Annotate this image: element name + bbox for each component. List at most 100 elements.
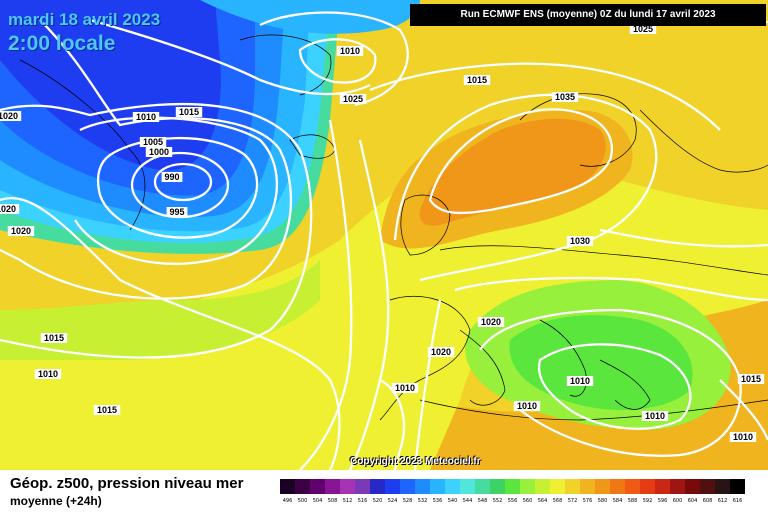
legend-swatch [700, 479, 715, 494]
isobar-label-bg [40, 333, 68, 343]
legend-label: 584 [612, 498, 623, 504]
legend-label: 532 [417, 498, 428, 504]
isobar-1015-arc [259, 11, 409, 107]
isobar-label-bg [339, 94, 367, 104]
legend-label: 600 [672, 498, 683, 504]
legend-swatch [295, 479, 310, 494]
isobar-label-bg [0, 204, 20, 214]
isobar-label: 1015 [741, 374, 761, 384]
legend-swatch [340, 479, 355, 494]
legend-swatch [715, 479, 730, 494]
isobar-1020-mid [299, 119, 353, 470]
legend-swatch [535, 479, 550, 494]
footer: Géop. z500, pression niveau mer moyenne … [0, 470, 768, 512]
isobar-label: 1025 [343, 94, 363, 104]
field-lime-south [0, 260, 320, 360]
isobar-1030 [393, 93, 658, 282]
legend-label: 512 [342, 498, 353, 504]
isobar-label: 1025 [633, 24, 653, 34]
isobar-label: 1020 [481, 317, 501, 327]
isobar-label-bg [629, 24, 657, 34]
isobar-label: 1010 [136, 112, 156, 122]
forecast-date: mardi 18 avril 2023 [8, 10, 161, 29]
isobar-label: 1010 [38, 369, 58, 379]
isobar-1010-n [298, 38, 377, 84]
isobar-label-bg [139, 137, 167, 147]
isobar-label: 1020 [0, 111, 18, 121]
legend-swatch [565, 479, 580, 494]
isobar-label-bg [729, 432, 757, 442]
legend-label: 556 [507, 498, 518, 504]
isobar-label-bg [551, 92, 579, 102]
isobar-label-bg [566, 236, 594, 246]
field-green-core [509, 315, 693, 410]
legend-label: 592 [642, 498, 653, 504]
legend-swatch [355, 479, 370, 494]
isobar-1020-e [454, 276, 768, 302]
legend-swatch [505, 479, 520, 494]
legend-swatch [730, 479, 745, 494]
legend-label: 608 [702, 498, 713, 504]
field-dark-orange-high [419, 118, 606, 226]
legend-label: 564 [537, 498, 548, 504]
legend-swatch [625, 479, 640, 494]
copyright-text: Copyright 2023 Meteociel.fr [350, 456, 481, 467]
footer-subtitle: moyenne (+24h) [10, 494, 102, 508]
isobar-label: 1010 [340, 46, 360, 56]
isobar-1000 [96, 136, 259, 239]
legend-swatch [685, 479, 700, 494]
legend-label: 544 [462, 498, 473, 504]
legend-swatch [430, 479, 445, 494]
legend-label: 520 [372, 498, 383, 504]
isobar-label-bg [161, 172, 183, 182]
isobar-1020-w [0, 197, 341, 470]
isobar-label-bg [641, 411, 669, 421]
legend-label: 540 [447, 498, 458, 504]
legend-swatch [370, 479, 385, 494]
isobar-1010-sw [379, 378, 406, 470]
isobar-label-bg [175, 107, 203, 117]
legend-swatch [640, 479, 655, 494]
isobar-label: 1030 [570, 236, 590, 246]
legend-label: 552 [492, 498, 503, 504]
isobar-label: 1015 [44, 333, 64, 343]
isobar-label-bg [93, 405, 121, 415]
isobar-label: 1015 [467, 75, 487, 85]
isobar-label-bg [427, 347, 455, 357]
legend-swatch [460, 479, 475, 494]
isobar-1020-s [413, 299, 442, 470]
legend-label: 528 [402, 498, 413, 504]
legend-swatch [520, 479, 535, 494]
isobar-label-bg [737, 374, 765, 384]
legend-swatch [595, 479, 610, 494]
legend-swatch [400, 479, 415, 494]
isobar-label-bg [34, 369, 62, 379]
isobar-label-bg [566, 376, 594, 386]
legend-label: 576 [582, 498, 593, 504]
footer-title: Géop. z500, pression niveau mer [10, 475, 244, 492]
run-info: Run ECMWF ENS (moyenne) 0Z du lundi 17 a… [410, 4, 766, 26]
color-legend [280, 479, 745, 494]
isobar-1025-a [369, 62, 721, 131]
legend-swatch [310, 479, 325, 494]
legend-swatch [280, 479, 295, 494]
isobar-1035 [428, 108, 613, 215]
legend-label: 588 [627, 498, 638, 504]
isobar-label: 1010 [570, 376, 590, 386]
isobar-1015-w [0, 102, 313, 359]
legend-swatch [670, 479, 685, 494]
legend-label: 580 [597, 498, 608, 504]
isobar-label: 1015 [179, 107, 199, 117]
isobar-label: 1015 [97, 405, 117, 415]
isobar-label: 1010 [395, 383, 415, 393]
legend-label: 612 [717, 498, 728, 504]
isobar-label-bg [145, 147, 173, 157]
field-sky-top [200, 0, 420, 34]
isobar-label: 1005 [143, 137, 163, 147]
legend-label: 572 [567, 498, 578, 504]
isobar-label-bg [463, 75, 491, 85]
legend-swatch [610, 479, 625, 494]
legend-swatch [490, 479, 505, 494]
